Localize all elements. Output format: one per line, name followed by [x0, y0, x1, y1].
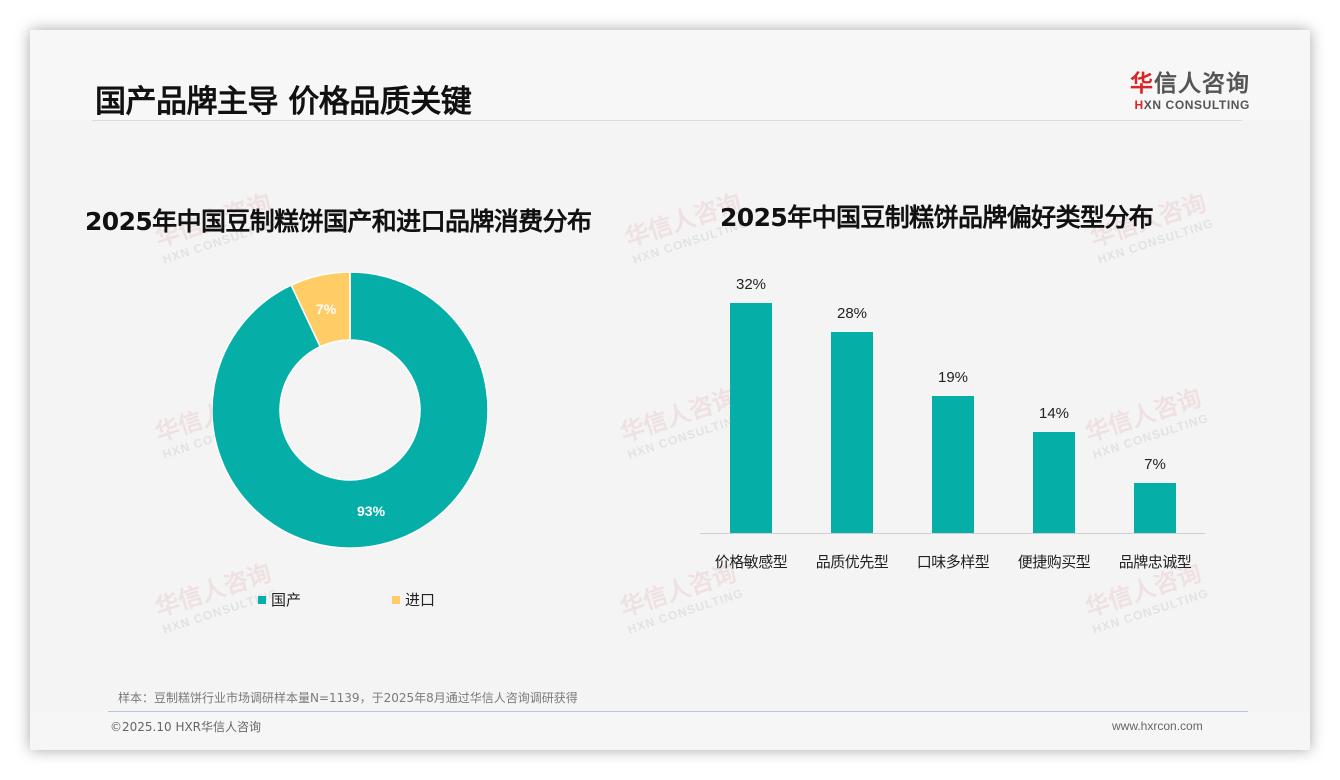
logo-cn-text: 信人咨询: [1154, 71, 1250, 97]
watermark-en: HXN CONSULTING: [1090, 410, 1211, 462]
bar: [932, 396, 974, 533]
logo-en-text: XN CONSULTING: [1143, 98, 1250, 112]
donut-slice-0: [211, 271, 489, 549]
donut-slice-1: [290, 271, 351, 348]
legend-label: 进口: [405, 592, 436, 609]
donut-chart-title: 2025年中国豆制糕饼国产和进口品牌消费分布: [85, 207, 592, 236]
bar-category-label: 品牌忠诚型: [1118, 553, 1192, 571]
legend-swatch-icon: [258, 595, 266, 604]
footer-divider: [108, 711, 1248, 712]
legend-label: 国产: [271, 592, 302, 609]
bar-category-label: 便捷购买型: [1017, 553, 1091, 571]
page-title: 国产品牌主导 价格品质关键: [95, 84, 472, 120]
bar-category-label: 价格敏感型: [714, 553, 788, 571]
donut-chart-svg: [211, 271, 489, 549]
watermark-en: HXN CONSULTING: [625, 410, 746, 462]
logo-cn-accent: 华: [1130, 71, 1154, 97]
logo: 华信人咨询 HXN CONSULTING: [1110, 64, 1250, 112]
donut-label-domestic: 93%: [357, 503, 386, 519]
legend-swatch-icon: [392, 595, 400, 604]
bar: [730, 303, 772, 533]
bar-category-label: 口味多样型: [916, 553, 990, 571]
watermark-cn: 华信人咨询: [1081, 383, 1205, 448]
legend-item-import: 进口: [392, 589, 435, 610]
watermark-en: HXN CONSULTING: [1090, 585, 1211, 637]
bar-category-label: 品质优先型: [815, 553, 889, 571]
logo-en-accent: H: [1134, 98, 1144, 112]
bar-value-label: 14%: [1038, 405, 1070, 423]
legend-item-domestic: 国产: [258, 589, 301, 610]
bar-chart-title: 2025年中国豆制糕饼品牌偏好类型分布: [720, 203, 1154, 232]
bar-value-label: 19%: [937, 369, 969, 387]
bar-value-label: 7%: [1144, 455, 1166, 473]
donut-chart: 93% 7%: [211, 271, 489, 549]
watermark-cn: 华信人咨询: [616, 383, 740, 448]
footer-band: [30, 712, 1310, 750]
website-link[interactable]: www.hxrcon.com: [1112, 719, 1203, 733]
bar-value-label: 28%: [836, 304, 868, 322]
slide: 国产品牌主导 价格品质关键 华信人咨询 HXN CONSULTING 华信人咨询…: [30, 30, 1310, 750]
watermark-cn: 华信人咨询: [151, 558, 275, 623]
watermark-en: HXN CONSULTING: [625, 585, 746, 637]
donut-label-import: 7%: [316, 301, 337, 317]
copyright: ©2025.10 HXR华信人咨询: [110, 720, 262, 734]
bar: [831, 331, 873, 533]
bar-chart-x-axis: [700, 533, 1205, 534]
logo-en: HXN CONSULTING: [1110, 98, 1250, 112]
header-divider: [92, 120, 1242, 121]
logo-cn: 华信人咨询: [1110, 64, 1250, 98]
sample-note: 样本：豆制糕饼行业市场调研样本量N=1139，于2025年8月通过华信人咨询调研…: [118, 691, 578, 705]
bar: [1134, 482, 1176, 533]
bar: [1033, 432, 1075, 533]
bar-value-label: 32%: [735, 276, 767, 293]
header-band: [30, 30, 1310, 120]
